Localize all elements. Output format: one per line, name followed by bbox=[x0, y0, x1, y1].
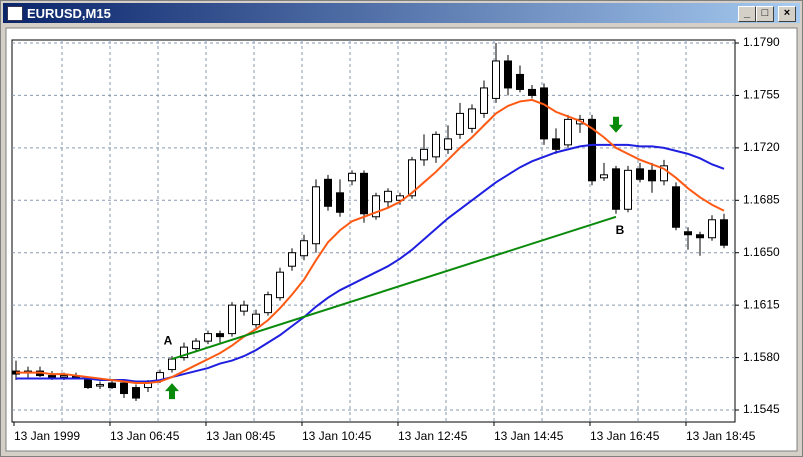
x-tick-label: 13 Jan 14:45 bbox=[494, 429, 564, 443]
candle-body bbox=[516, 73, 524, 90]
candle-body bbox=[552, 138, 560, 150]
candle-body bbox=[600, 174, 608, 179]
maximize-button[interactable]: □ bbox=[756, 6, 774, 22]
y-tick-label: 1.1755 bbox=[743, 88, 780, 102]
candle-body bbox=[540, 87, 548, 140]
candle-body bbox=[216, 333, 224, 338]
candle-body bbox=[168, 358, 176, 371]
candle-body bbox=[636, 168, 644, 180]
candle-body bbox=[624, 169, 632, 210]
candle-body bbox=[408, 159, 416, 197]
candle-body bbox=[480, 87, 488, 114]
trendline bbox=[171, 215, 617, 361]
candle-body bbox=[432, 133, 440, 158]
y-tick-label: 1.1545 bbox=[743, 402, 780, 416]
candle-body bbox=[468, 108, 476, 129]
plot-area bbox=[11, 39, 736, 423]
candle-body bbox=[492, 60, 500, 99]
window-icon bbox=[7, 6, 23, 21]
candle-body bbox=[180, 346, 188, 359]
y-tick-label: 1.1685 bbox=[743, 192, 780, 206]
candle-body bbox=[444, 138, 452, 150]
candle-body bbox=[96, 384, 104, 387]
y-tick-label: 1.1720 bbox=[743, 140, 780, 154]
signal-arrow bbox=[609, 116, 623, 133]
candle-body bbox=[696, 234, 704, 239]
candle-body bbox=[456, 112, 464, 135]
candle-body bbox=[84, 378, 92, 389]
candle-body bbox=[528, 88, 536, 96]
y-tick-label: 1.1650 bbox=[743, 245, 780, 259]
title-bar: EURUSD,M15 _ □ × bbox=[3, 3, 800, 23]
minimize-button[interactable]: _ bbox=[738, 6, 756, 22]
candle-body bbox=[228, 304, 236, 335]
candle-body bbox=[708, 219, 716, 239]
annotation-label: B bbox=[616, 223, 625, 237]
candle-body bbox=[240, 304, 248, 312]
candle-body bbox=[564, 118, 572, 146]
candle-body bbox=[372, 195, 380, 218]
x-tick-label: 13 Jan 10:45 bbox=[302, 429, 372, 443]
annotation-label: A bbox=[164, 333, 173, 347]
candle-body bbox=[648, 169, 656, 182]
candle-body bbox=[132, 387, 140, 399]
x-tick-label: 13 Jan 12:45 bbox=[398, 429, 468, 443]
y-tick-label: 1.1580 bbox=[743, 350, 780, 364]
candle-body bbox=[48, 375, 56, 378]
candle-body bbox=[348, 172, 356, 182]
candle-body bbox=[252, 313, 260, 326]
x-tick-label: 13 Jan 08:45 bbox=[206, 429, 276, 443]
y-tick-label: 1.1790 bbox=[743, 35, 780, 49]
x-tick-label: 13 Jan 16:45 bbox=[590, 429, 660, 443]
candle-body bbox=[312, 186, 320, 245]
moving-average bbox=[16, 98, 725, 385]
candle-body bbox=[324, 178, 332, 207]
candle-body bbox=[300, 240, 308, 257]
candle-body bbox=[204, 333, 212, 342]
candle-body bbox=[288, 252, 296, 267]
window-title: EURUSD,M15 bbox=[27, 6, 111, 21]
candle-body bbox=[276, 271, 284, 299]
candle-body bbox=[672, 186, 680, 228]
candle-body bbox=[336, 192, 344, 213]
candle-body bbox=[504, 60, 512, 89]
candle-body bbox=[684, 231, 692, 236]
candle-body bbox=[720, 219, 728, 246]
candle-body bbox=[612, 168, 620, 210]
candle-body bbox=[192, 340, 200, 350]
candle-body bbox=[660, 165, 668, 182]
x-tick-label: 13 Jan 06:45 bbox=[110, 429, 180, 443]
x-tick-label: 13 Jan 18:45 bbox=[686, 429, 756, 443]
candle-body bbox=[420, 148, 428, 161]
signal-arrow bbox=[165, 383, 179, 400]
candle-body bbox=[60, 375, 68, 378]
candle-body bbox=[588, 118, 596, 182]
close-button[interactable]: × bbox=[778, 6, 796, 22]
candle-body bbox=[108, 382, 116, 389]
moving-average bbox=[16, 143, 725, 383]
x-tick-label: 13 Jan 1999 bbox=[14, 429, 80, 443]
candle-body bbox=[360, 172, 368, 215]
candle-body bbox=[264, 294, 272, 314]
candle-body bbox=[120, 382, 128, 395]
y-tick-label: 1.1615 bbox=[743, 297, 780, 311]
candle-body bbox=[384, 190, 392, 203]
